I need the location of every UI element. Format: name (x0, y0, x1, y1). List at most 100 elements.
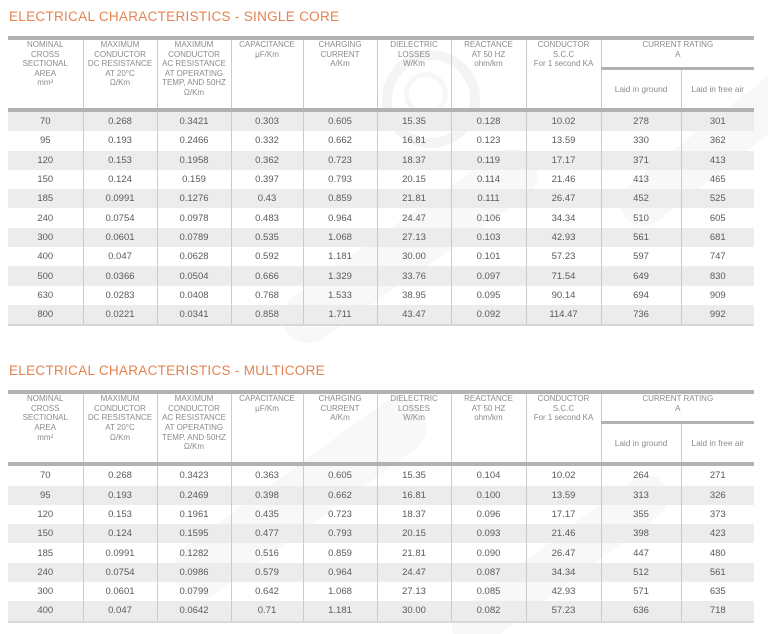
table-cell: 300 (37, 586, 54, 598)
table-cell: 0.100 (450, 485, 526, 505)
table-cell: 0.1595 (156, 524, 231, 544)
table-cell: 15.35 (376, 464, 451, 486)
table-cell: 0.0986 (156, 562, 231, 583)
table-cell: 0.362 (230, 150, 303, 170)
table-cell: 0.0754 (82, 208, 157, 228)
table-cell: 1.181 (302, 247, 377, 267)
table-cell: 0.363 (230, 464, 303, 486)
table-cell: 20.15 (376, 169, 451, 190)
table-cell: 0.193 (82, 485, 157, 505)
col-header-capacitance: CAPACITANCE μF/Km (230, 38, 303, 112)
table-row: 70 0.268 0.3421 0.303 0.605 15.35 0.128 10.02 27… (8, 110, 755, 132)
table-cell: 400 (8, 601, 83, 623)
table-cell: 0.1276 (156, 189, 231, 209)
table-row: 400 0.047 0.0642 0.71 1.181 30.00 0.082 57.23 63… (8, 601, 755, 623)
table-cell: 0.0991 (82, 189, 157, 209)
table-cell: 1.181 (302, 601, 377, 623)
table-cell: 0.858 (230, 304, 303, 327)
table-cell: 185 (37, 547, 54, 559)
table-cell: 1.068 (302, 582, 377, 602)
table-cell: 38.95 (376, 285, 451, 305)
table-cell: 0.666 (230, 266, 303, 286)
table-cell: 0.662 (302, 131, 377, 151)
table-row: 120 0.153 0.1961 0.435 0.723 18.37 0.096 17.17 3… (8, 504, 755, 525)
table-cell: 1.068 (302, 227, 377, 248)
col-header-dielectric-losses: DIELECTRIC LOSSES W/Km (376, 38, 451, 112)
table-cell: 42.93 (525, 227, 601, 248)
table-cell: 0.303 (230, 110, 303, 132)
table-cell: 33.76 (376, 266, 451, 286)
table-cell: 510 (600, 208, 681, 228)
table-cell: 398 (600, 524, 681, 544)
table-cell: 0.0601 (82, 582, 157, 602)
table-cell: 18.37 (376, 504, 451, 525)
table-cell: 27.13 (376, 227, 451, 248)
table-cell: 0.3423 (156, 464, 231, 486)
table-cell: 34.34 (525, 562, 601, 583)
table-cell: 0.435 (230, 504, 303, 525)
table-cell: 17.17 (525, 150, 601, 170)
table-cell: 300 (37, 231, 54, 243)
table-cell: 0.106 (450, 208, 526, 228)
col-header-dc-resistance: MAXIMUM CONDUCTOR DC RESISTANCE AT 20°C … (82, 392, 157, 467)
table-cell: 240 (37, 566, 54, 578)
table-cell: 0.092 (450, 304, 526, 327)
table-cell: 0.047 (82, 601, 157, 623)
col-header-capacitance: CAPACITANCE μF/Km (230, 392, 303, 467)
table-cell: 0.124 (82, 169, 157, 190)
table-cell: 17.17 (525, 504, 601, 525)
col-header-reactance: REACTANCE AT 50 HZ ohm/km (450, 38, 526, 112)
table-cell: 95 (39, 489, 51, 501)
table-cell: 90.14 (525, 285, 601, 305)
table-cell: 70 (39, 116, 51, 128)
table-cell: 26.47 (525, 189, 601, 209)
table-cell: 0.535 (230, 227, 303, 248)
table-cell: 0.605 (302, 464, 377, 486)
table-cell: 0.0408 (156, 285, 231, 305)
table-row: 400 0.047 0.0628 0.592 1.181 30.00 0.101 57.23 5… (8, 247, 755, 267)
table-cell: 512 (600, 562, 681, 583)
subcol-header-laid-in-free-air: Laid in free air (680, 422, 755, 467)
table-cell: 0.768 (230, 285, 303, 305)
table-cell: 0.0628 (156, 247, 231, 267)
table-cell: 43.47 (376, 304, 451, 327)
table-cell: 27.13 (376, 582, 451, 602)
table-cell: 362 (680, 131, 755, 151)
table-cell: 0.2466 (156, 131, 231, 151)
table-cell: 0.2469 (156, 485, 231, 505)
table-cell: 26.47 (525, 543, 601, 563)
single-core-table-header: NOMINAL CROSS SECTIONAL AREA mm² MAXIMUM… (8, 38, 755, 112)
table-cell: 0.119 (450, 150, 526, 170)
table-cell: 681 (680, 227, 755, 248)
col-header-ac-resistance: MAXIMUM CONDUCTOR AC RESISTANCE AT OPERA… (156, 38, 231, 112)
table-cell: 909 (680, 285, 755, 305)
table-row: 240 0.0754 0.0986 0.579 0.964 24.47 0.087 34.34… (8, 562, 755, 583)
table-cell: 371 (600, 150, 681, 170)
multicore-table-body: 70 0.268 0.3423 0.363 0.605 15.35 0.104 10.02 26… (8, 464, 755, 623)
table-cell: 0.093 (450, 524, 526, 544)
table-cell: 0.0283 (82, 285, 157, 305)
table-cell: 0.483 (230, 208, 303, 228)
table-cell: 0.662 (302, 485, 377, 505)
table-cell: 278 (600, 110, 681, 132)
table-cell: 0.090 (450, 543, 526, 563)
table-cell: 150 (37, 528, 54, 540)
table-cell: 561 (680, 562, 755, 583)
single-core-table: NOMINAL CROSS SECTIONAL AREA mm² MAXIMUM… (8, 36, 755, 327)
table-cell: 0.579 (230, 562, 303, 583)
table-cell: 150 (37, 174, 54, 186)
table-cell: 597 (600, 247, 681, 267)
table-cell: 0.111 (450, 189, 526, 209)
table-row: 120 0.153 0.1958 0.362 0.723 18.37 0.119 17.17 3… (8, 150, 755, 170)
col-header-charging-current: CHARGING CURRENT A/Km (302, 38, 377, 112)
table-cell: 24.47 (376, 562, 451, 583)
table-cell: 20.15 (376, 524, 451, 544)
table-cell: 0.516 (230, 543, 303, 563)
table-cell: 0.124 (82, 524, 157, 544)
table-cell: 0.1961 (156, 504, 231, 525)
table-row: 150 0.124 0.159 0.397 0.793 20.15 0.114 21.46 41… (8, 169, 755, 190)
table-cell: 0.103 (450, 227, 526, 248)
table-cell: 326 (680, 485, 755, 505)
table-cell: 16.81 (376, 485, 451, 505)
